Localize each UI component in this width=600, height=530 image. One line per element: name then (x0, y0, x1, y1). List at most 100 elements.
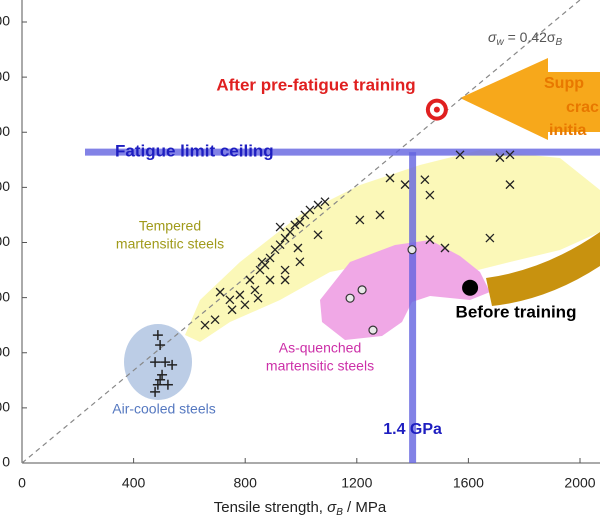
point (240, 300, 250, 310)
point (275, 240, 285, 250)
marker-stroke (280, 265, 290, 275)
point (245, 275, 255, 285)
point (425, 98, 448, 121)
marker-stroke (420, 175, 430, 185)
point (462, 279, 479, 296)
y-tick-label: 600 (0, 123, 10, 139)
marker-stroke (385, 173, 395, 183)
training-arrow (486, 232, 600, 306)
marker-stroke (505, 180, 515, 190)
point (280, 275, 290, 285)
point (295, 217, 305, 227)
point (253, 293, 263, 303)
marker-stroke (375, 210, 385, 220)
marker-stroke (313, 200, 323, 210)
x-tick-label: 0 (18, 475, 26, 491)
point (215, 287, 225, 297)
point (425, 190, 435, 200)
x-tick-label: 1200 (341, 475, 372, 491)
as-quenched-label: As-quenched (279, 340, 362, 356)
point (425, 235, 435, 245)
marker-stroke (240, 300, 250, 310)
marker-stroke (495, 153, 505, 163)
marker-stroke (200, 320, 210, 330)
point (320, 197, 330, 207)
point (420, 175, 430, 185)
before-label: Before training (456, 302, 577, 321)
point (313, 200, 323, 210)
point (162, 379, 173, 390)
after-label: After pre-fatigue training (216, 75, 415, 94)
tempered-label: martensitic steels (116, 236, 224, 252)
point (295, 257, 305, 267)
marker-stroke (245, 275, 255, 285)
marker-shape (433, 106, 440, 113)
marker-stroke (293, 243, 303, 253)
suppressed-label: initia (549, 122, 586, 139)
marker-stroke (285, 227, 295, 237)
point (155, 340, 166, 351)
marker-stroke (257, 257, 267, 267)
y-tick-label: 300 (0, 288, 10, 304)
point (455, 150, 465, 160)
point (275, 222, 285, 232)
marker-stroke (313, 230, 323, 240)
marker-stroke (210, 315, 220, 325)
y-tick-label: 200 (0, 343, 10, 359)
point (293, 243, 303, 253)
marker-shape (368, 325, 378, 335)
reference-line (21, 0, 581, 464)
marker-stroke (425, 235, 435, 245)
point (368, 325, 378, 335)
x-axis-label: Tensile strength, σB / MPa (214, 499, 387, 518)
air-cooled-label: Air-cooled steels (112, 401, 216, 417)
y-tick-label: 800 (0, 13, 10, 29)
reference-label: σw = 0.42σB (488, 29, 563, 48)
point (225, 295, 235, 305)
point (210, 315, 220, 325)
suppressed-label: Supp (544, 75, 584, 92)
point (313, 230, 323, 240)
point (285, 227, 295, 237)
x-tick-label: 800 (234, 475, 258, 491)
strength-label: 1.4 GPa (383, 421, 442, 438)
marker-stroke (400, 180, 410, 190)
y-tick-label: 700 (0, 68, 10, 84)
y-tick-label: 500 (0, 178, 10, 194)
point (265, 253, 275, 263)
as-quenched-region (320, 240, 490, 340)
marker-stroke (280, 233, 290, 243)
marker-stroke (290, 220, 300, 230)
x-tick-label: 2000 (564, 475, 595, 491)
marker-stroke (505, 150, 515, 160)
point (152, 330, 163, 341)
marker-stroke (250, 285, 260, 295)
marker-stroke (265, 253, 275, 263)
point (305, 205, 315, 215)
marker-stroke (320, 197, 330, 207)
marker-shape (345, 293, 355, 303)
as-quenched-label: martensitic steels (266, 358, 374, 374)
point (290, 220, 300, 230)
marker-shape (462, 279, 479, 296)
point (375, 210, 385, 220)
point (150, 357, 161, 368)
marker-stroke (275, 222, 285, 232)
marker-stroke (295, 257, 305, 267)
point (265, 275, 275, 285)
point (345, 293, 355, 303)
point (257, 257, 267, 267)
suppress-arrow (460, 58, 600, 140)
marker-stroke (280, 275, 290, 285)
point (495, 153, 505, 163)
marker-stroke (440, 243, 450, 253)
point (280, 233, 290, 243)
point (400, 180, 410, 190)
marker-stroke (425, 190, 435, 200)
x-tick-label: 400 (122, 475, 146, 491)
point (150, 386, 161, 397)
x-tick-label: 1600 (453, 475, 484, 491)
marker-stroke (295, 217, 305, 227)
point (357, 285, 367, 295)
